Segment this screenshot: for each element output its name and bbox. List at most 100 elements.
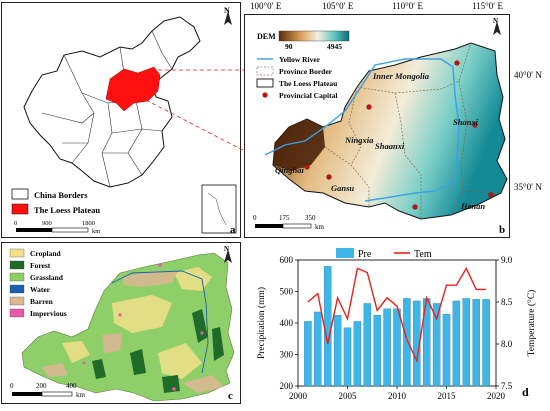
lon-tick-115: 115°0′ E <box>472 1 503 11</box>
svg-text:350: 350 <box>305 214 316 222</box>
svg-text:Cropland: Cropland <box>30 249 62 258</box>
temperature-line <box>307 266 487 364</box>
water-river <box>111 270 209 374</box>
lat-tick-40: 40°0′ N <box>514 70 542 80</box>
svg-text:0: 0 <box>10 382 14 390</box>
precip-bar <box>363 303 372 387</box>
y2-tick-label: 8.5 <box>501 297 513 307</box>
panel-b-scale-bar: 0 175 350 km <box>253 214 325 231</box>
svg-text:km: km <box>76 391 86 399</box>
y-tick-label: 200 <box>280 381 294 391</box>
x-tick-label: 2015 <box>438 391 457 401</box>
legend-precip-label: Pre <box>358 249 372 260</box>
provincial-capitals <box>304 60 494 210</box>
svg-text:Gansu: Gansu <box>331 183 354 193</box>
svg-text:km: km <box>315 223 325 231</box>
x-tick-label: 2010 <box>388 391 407 401</box>
svg-text:Forest: Forest <box>30 261 51 270</box>
svg-text:175: 175 <box>279 214 290 222</box>
legend-precip-swatch <box>336 248 354 258</box>
svg-text:0: 0 <box>14 220 17 227</box>
precip-bar <box>373 314 381 387</box>
svg-text:Henan: Henan <box>460 201 485 211</box>
landuse-map-svg: Cropland Forest Grassland Water Barren I… <box>9 245 235 402</box>
svg-text:Province Border: Province Border <box>279 67 333 76</box>
svg-text:Impervious: Impervious <box>30 309 67 318</box>
x-tick-label: 2020 <box>487 391 506 401</box>
svg-text:Grassland: Grassland <box>30 273 64 282</box>
panel-a-letter: a <box>230 224 236 236</box>
barren-patches <box>42 271 224 393</box>
y-tick-label: 600 <box>280 255 294 265</box>
loess-plateau-dem <box>272 42 508 220</box>
north-arrow-icon: N <box>224 245 232 263</box>
svg-text:4945: 4945 <box>327 42 342 51</box>
panel-a-legend: China Borders The Loess Plateau <box>11 188 100 215</box>
y2-tick-label: 8.0 <box>501 339 513 349</box>
svg-text:Barren: Barren <box>30 297 54 306</box>
precip-bar <box>393 308 401 387</box>
china-map-svg: N China Borders The Loess Plateau <box>11 6 237 236</box>
svg-text:N: N <box>493 17 498 25</box>
svg-text:Inner Mongolia: Inner Mongolia <box>372 71 430 81</box>
dem-map-svg: Inner Mongolia Ningxia Shanxi Shaanxi Qi… <box>253 17 508 236</box>
panel-a-scale-bar: 0 900 1800 km <box>14 220 100 235</box>
precip-bar <box>353 321 362 387</box>
svg-text:China Borders: China Borders <box>34 190 88 200</box>
precip-bar <box>413 300 421 387</box>
y-tick-label: 300 <box>280 350 294 360</box>
precip-bar <box>442 314 451 387</box>
precip-bar <box>432 303 441 387</box>
svg-text:90: 90 <box>285 42 293 51</box>
panel-b-frame: Inner Mongolia Ningxia Shanxi Shaanxi Qi… <box>244 14 510 238</box>
precip-bar <box>314 311 322 387</box>
lon-tick-105: 105°0′ E <box>322 1 354 11</box>
svg-text:DEM: DEM <box>257 32 276 41</box>
lon-tick-100: 100°0′ E <box>250 1 282 11</box>
impervious-patches <box>82 263 204 391</box>
svg-text:200: 200 <box>36 382 47 390</box>
precip-bar <box>333 314 342 387</box>
svg-text:Provincial Capital: Provincial Capital <box>279 91 337 100</box>
yellow-river-line <box>264 58 460 202</box>
precip-bar <box>472 299 480 387</box>
panel-c-landuse-map: Cropland Forest Grassland Water Barren I… <box>1 242 241 404</box>
dem-legend: DEM 90 4945 <box>257 30 350 51</box>
province-borders <box>324 42 502 219</box>
panel-d-climate-chart: 2000 2005 2010 2015 2020 200 300 400 500 600 7.5 8.… <box>244 242 550 406</box>
svg-text:1800: 1800 <box>82 220 95 227</box>
panel-c-letter: c <box>228 390 233 402</box>
svg-text:900: 900 <box>42 220 52 227</box>
precip-bar <box>462 298 471 387</box>
svg-text:400: 400 <box>66 382 77 390</box>
cropland-patches <box>62 267 212 379</box>
legend-temp-label: Tem <box>414 249 432 260</box>
x-tick-label: 2005 <box>339 391 358 401</box>
y2-tick-label: 7.5 <box>501 381 513 391</box>
lon-tick-110: 110°0′ E <box>392 1 423 11</box>
svg-text:km: km <box>92 228 100 235</box>
panel-c-scale-bar: 0 200 400 km <box>10 382 86 399</box>
precip-bar <box>482 299 490 387</box>
svg-text:0: 0 <box>253 214 257 222</box>
lat-tick-35: 35°0′ N <box>514 182 542 192</box>
precip-bar <box>343 327 352 387</box>
y-axis-label: Precipitation (mm) <box>256 287 267 359</box>
svg-text:N: N <box>224 6 230 15</box>
precip-bar <box>452 300 461 387</box>
svg-text:Shaanxi: Shaanxi <box>375 141 405 151</box>
y2-tick-label: 9.0 <box>501 255 513 265</box>
province-labels: Inner Mongolia Ningxia Shanxi Shaanxi Qi… <box>275 71 485 211</box>
climate-chart-svg: 2000 2005 2010 2015 2020 200 300 400 500 600 7.5 8.… <box>256 248 537 401</box>
precip-bar <box>304 321 312 387</box>
panel-d-letter: d <box>522 385 529 399</box>
y2-axis-label: Temperature (°C) <box>526 290 537 357</box>
svg-text:The Loess Plateau: The Loess Plateau <box>279 79 337 88</box>
svg-text:Ningxia: Ningxia <box>344 135 374 145</box>
precip-bar <box>323 266 332 387</box>
precip-bar <box>403 298 411 387</box>
north-arrow-icon: N <box>224 6 232 25</box>
south-sea-inset <box>201 184 237 234</box>
panel-a-china-map: N China Borders The Loess Plateau <box>1 2 241 238</box>
x-tick-label: 2000 <box>289 391 308 401</box>
